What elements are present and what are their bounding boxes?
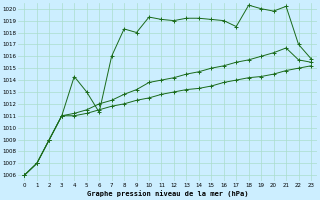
X-axis label: Graphe pression niveau de la mer (hPa): Graphe pression niveau de la mer (hPa) bbox=[87, 190, 248, 197]
